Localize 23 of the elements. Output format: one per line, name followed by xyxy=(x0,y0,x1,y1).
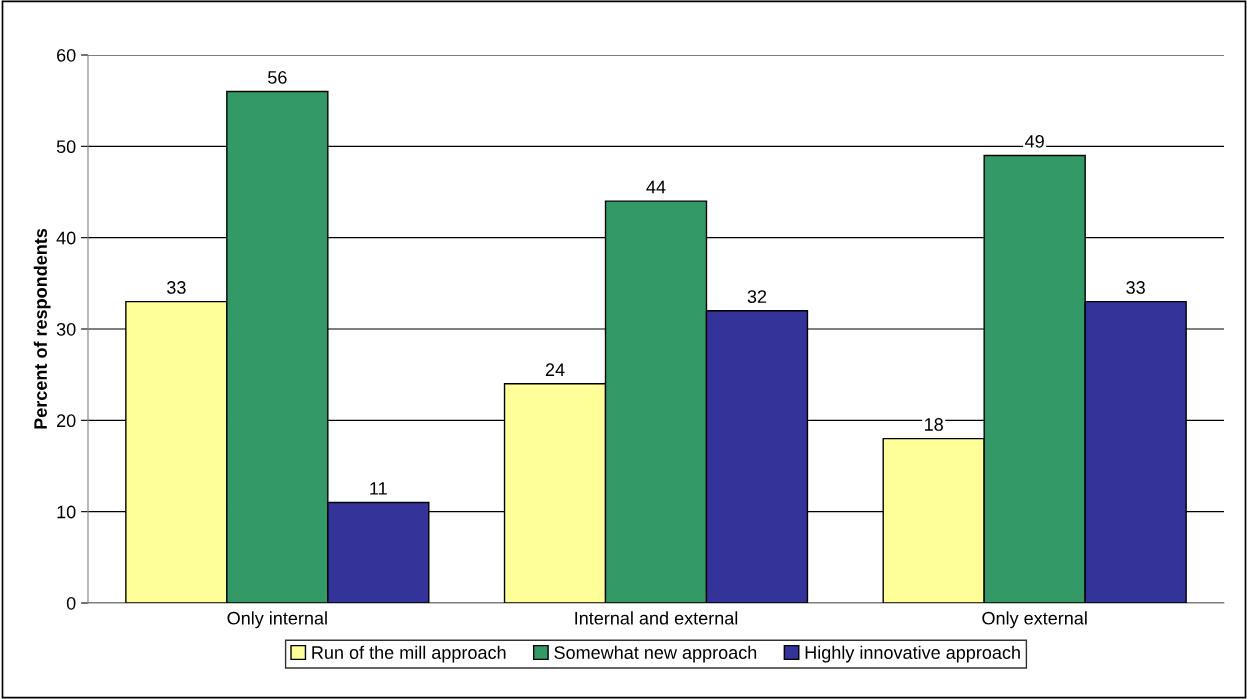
data-label: 24 xyxy=(545,363,565,376)
x-tick-label: Internal and external xyxy=(575,611,738,625)
y-tick-label: 0 xyxy=(66,596,76,610)
y-axis-title: Percent of respondents xyxy=(33,228,51,429)
data-label: 18 xyxy=(925,418,943,431)
data-label: 56 xyxy=(268,71,287,84)
data-label: 11 xyxy=(370,482,387,495)
legend-label: Highly innovative approach xyxy=(805,645,1020,663)
data-label: 44 xyxy=(646,180,666,194)
data-label: 32 xyxy=(747,290,767,303)
y-tick-label: 60 xyxy=(57,48,76,62)
data-label: 49 xyxy=(1025,134,1044,148)
y-tick-label: 10 xyxy=(57,505,76,519)
y-tick-label: 30 xyxy=(56,322,76,336)
x-tick-label: Only internal xyxy=(227,611,327,629)
y-tick-label: 50 xyxy=(56,140,76,154)
legend-label: Somewhat new approach xyxy=(554,645,757,663)
y-tick-label: 20 xyxy=(57,414,76,428)
legend-label: Run of the mill approach xyxy=(312,645,506,663)
y-tick-label: 40 xyxy=(56,231,76,245)
data-label: 33 xyxy=(167,281,186,294)
x-tick-label: Only external xyxy=(982,611,1087,629)
data-label: 33 xyxy=(1126,281,1145,294)
